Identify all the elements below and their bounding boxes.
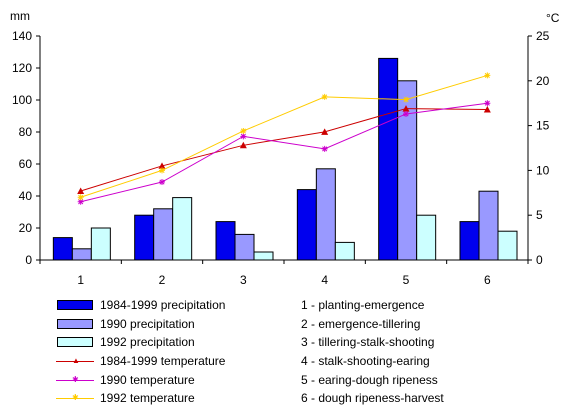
legend-label: 1990 precipitation [100,316,195,331]
line-marker [158,162,166,169]
line-marker [321,93,328,100]
bar-1 [52,237,73,261]
stage-list: 1 - planting-emergence 2 - emergence-till… [301,296,444,408]
legend-item: ✱ 1992 temperature [56,389,225,408]
x-tick-label: 6 [484,273,491,287]
legend-item: ▲ 1984-1999 temperature [56,352,225,371]
bar-3 [90,227,111,261]
line-marker [159,179,165,186]
stage-item: 5 - earing-dough ripeness [301,372,438,387]
left-tick-label: 40 [19,189,33,203]
legend-label: 1990 temperature [100,372,195,387]
bar-2 [71,248,92,261]
line-marker [403,96,409,103]
line-marker [240,127,247,134]
x-tick-label: 4 [321,273,328,287]
legend-marker-icon: ✱ [72,393,79,403]
left-tick-label: 120 [12,61,32,75]
legend-marker-icon: ▲ [72,356,80,366]
line-marker [484,72,491,79]
right-tick-label: 5 [536,208,543,222]
legend-item: 1984-1999 precipitation [56,296,225,315]
x-tick-label: 1 [77,273,84,287]
bar-2 [315,168,336,261]
legend-line-swatch: ✱ [56,374,94,385]
bar-1 [378,57,399,261]
legend-bar-swatch [57,337,93,348]
bar-1 [134,214,155,261]
bar-3 [253,251,274,261]
legend-marker-icon: ✱ [72,374,79,384]
line-marker [159,167,165,174]
bar-2 [153,208,174,261]
line-marker [321,145,328,152]
bar-3 [497,230,518,261]
bar-1 [459,221,480,261]
line-marker [402,105,410,112]
right-tick-label: 0 [536,253,543,267]
left-tick-label: 100 [12,93,32,107]
line-marker [321,128,329,135]
stage-item: 1 - planting-emergence [301,298,425,313]
left-unit-label: mm [10,9,30,23]
bar-2 [234,233,255,261]
legend-item: ✱ 1990 temperature [56,370,225,389]
plot-area: 0 20 40 60 80 100 120 140 0 5 10 15 20 25 1 2 3 4 5 6 [12,29,550,287]
temperature-line-1 [80,108,488,192]
right-tick-label: 20 [536,74,550,88]
legend: 1984-1999 precipitation 1990 precipitatio… [56,296,225,408]
legend-label: 1992 precipitation [100,335,195,350]
left-tick-label: 80 [19,125,33,139]
legend-label: 1984-1999 precipitation [100,298,226,313]
bar-1 [296,189,317,261]
temperature-line-2 [80,102,488,203]
stage-item: 2 - emergence-tillering [301,316,421,331]
legend-label: 1992 temperature [100,391,195,406]
legend-line-swatch: ▲ [56,356,94,367]
bar-1 [215,221,236,261]
line-marker [77,187,85,195]
left-tick-label: 60 [19,157,33,171]
right-tick-label: 15 [536,119,550,133]
bar-2 [478,190,499,261]
legend-bar-swatch [57,318,93,329]
legend-item: 1992 precipitation [56,333,225,352]
bar-2 [397,80,418,261]
right-tick-label: 10 [536,163,550,177]
line-marker [240,133,247,140]
stage-item: 4 - stalk-shooting-earing [301,354,430,369]
left-tick-label: 20 [19,221,33,235]
temperature-line-3 [80,74,488,198]
legend-item: 1990 precipitation [56,315,225,334]
right-tick-label: 25 [536,29,550,43]
legend-bar-swatch [57,300,93,311]
line-marker [77,198,84,205]
left-tick-label: 0 [25,253,32,267]
bar-3 [416,214,437,261]
x-tick-label: 3 [240,273,247,287]
line-marker [77,194,84,201]
combo-chart: mm °C 0 20 40 60 80 100 120 140 0 5 10 15 20 25 1 2 3 4 5 6 [10,9,560,287]
x-tick-label: 2 [159,273,166,287]
bar-3 [334,241,355,261]
stage-item: 6 - dough ripeness-harvest [301,391,444,406]
line-marker [484,100,491,107]
right-unit-label: °C [546,11,560,25]
left-tick-label: 140 [12,29,32,43]
x-tick-label: 5 [403,273,410,287]
line-marker [483,105,491,113]
bar-3 [172,197,193,261]
stage-item: 3 - tillering-stalk-shooting [301,335,435,350]
line-marker [239,141,247,149]
line-marker [403,110,409,117]
legend-line-swatch: ✱ [56,393,94,404]
legend-label: 1984-1999 temperature [100,354,226,369]
